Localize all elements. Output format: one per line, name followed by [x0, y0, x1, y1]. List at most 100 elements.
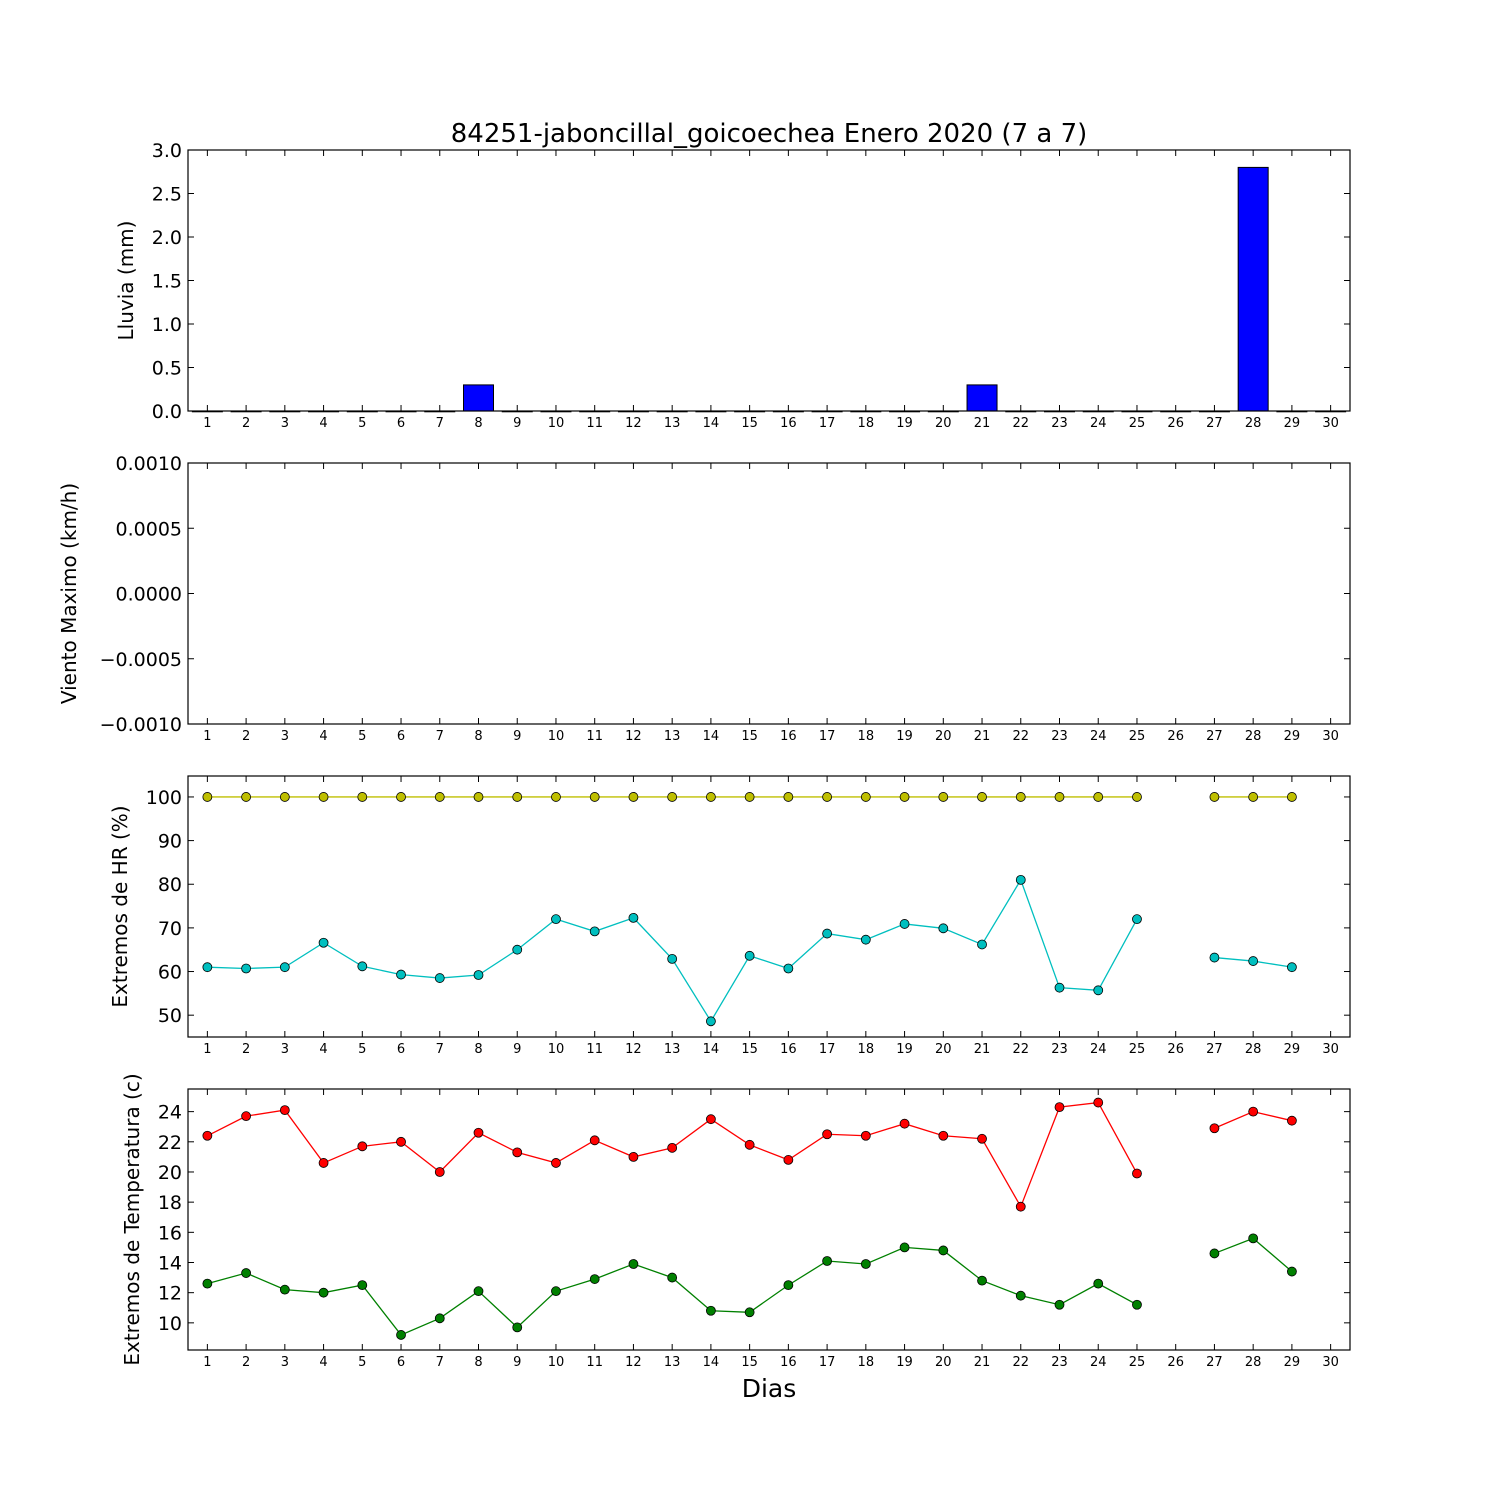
x-tick-label-viento-24: 24	[1090, 729, 1107, 744]
point-temperatura-1-day-12	[628, 1259, 639, 1269]
bar-day-8	[463, 384, 494, 412]
x-tick-label-humedad-6: 6	[397, 1042, 405, 1057]
point-temperatura-1-day-5	[357, 1280, 368, 1291]
point-temperatura-1-day-15	[744, 1307, 755, 1318]
point-temperatura-0-day-3	[279, 1105, 290, 1116]
point-temperatura-0-day-25	[1132, 1168, 1142, 1179]
axes-frame-humedad	[187, 775, 1351, 1038]
point-humedad-1-day-14	[706, 1016, 716, 1027]
x-tick-label-temperatura-14: 14	[703, 1355, 720, 1370]
x-tick-label-lluvia-22: 22	[1012, 416, 1029, 431]
point-humedad-0-day-1	[202, 792, 213, 802]
point-humedad-0-day-12	[628, 792, 639, 802]
point-temperatura-1-day-18	[860, 1259, 871, 1269]
y-tick-label-lluvia-1: 0.5	[152, 358, 182, 380]
point-humedad-1-day-24	[1093, 985, 1104, 996]
x-tick-label-viento-2: 2	[242, 729, 250, 744]
point-humedad-1-day-17	[822, 928, 832, 939]
x-tick-label-viento-29: 29	[1284, 729, 1301, 744]
x-tick-label-viento-21: 21	[974, 729, 991, 744]
x-tick-label-viento-27: 27	[1206, 729, 1223, 744]
x-tick-label-lluvia-3: 3	[281, 416, 289, 431]
point-temperatura-0-day-5	[357, 1141, 368, 1152]
point-humedad-0-day-13	[667, 792, 678, 802]
point-temperatura-1-day-22	[1015, 1290, 1026, 1301]
point-temperatura-1-day-11	[589, 1274, 600, 1284]
point-humedad-1-day-23	[1054, 982, 1065, 993]
x-tick-label-viento-16: 16	[780, 729, 797, 744]
x-tick-label-lluvia-1: 1	[203, 416, 211, 431]
point-humedad-1-day-15	[744, 950, 755, 961]
point-humedad-0-day-15	[744, 792, 755, 802]
y-tick-label-temperatura-0: 10	[158, 1313, 182, 1335]
x-tick-label-humedad-5: 5	[358, 1042, 366, 1057]
y-tick-label-lluvia-2: 1.0	[152, 314, 182, 336]
point-temperatura-0-day-19	[899, 1118, 910, 1129]
x-tick-label-lluvia-4: 4	[319, 416, 327, 431]
x-tick-label-viento-20: 20	[935, 729, 952, 744]
x-tick-label-temperatura-25: 25	[1129, 1355, 1146, 1370]
x-tick-label-viento-14: 14	[703, 729, 720, 744]
x-tick-label-viento-12: 12	[625, 729, 642, 744]
point-humedad-1-day-8	[473, 970, 484, 980]
x-tick-label-humedad-12: 12	[625, 1042, 642, 1057]
point-temperatura-1-day-29	[1287, 1266, 1297, 1277]
x-tick-label-viento-3: 3	[281, 729, 289, 744]
x-tick-label-temperatura-13: 13	[664, 1355, 681, 1370]
x-tick-label-humedad-4: 4	[319, 1042, 327, 1057]
x-tick-label-viento-15: 15	[741, 729, 758, 744]
point-temperatura-1-day-3	[279, 1284, 290, 1295]
x-tick-label-temperatura-21: 21	[974, 1355, 991, 1370]
y-tick-label-temperatura-3: 16	[158, 1222, 182, 1244]
point-humedad-1-day-21	[977, 939, 987, 950]
x-tick-label-temperatura-2: 2	[242, 1355, 250, 1370]
point-temperatura-1-day-23	[1054, 1299, 1065, 1310]
x-tick-label-lluvia-9: 9	[513, 416, 521, 431]
x-tick-label-lluvia-10: 10	[548, 416, 565, 431]
x-tick-label-viento-18: 18	[858, 729, 875, 744]
point-temperatura-0-day-21	[977, 1133, 987, 1144]
point-humedad-1-day-9	[512, 944, 523, 955]
x-tick-label-humedad-8: 8	[474, 1042, 482, 1057]
point-humedad-1-day-4	[318, 937, 329, 948]
point-humedad-0-day-8	[473, 792, 484, 802]
x-tick-label-viento-5: 5	[358, 729, 366, 744]
x-tick-label-temperatura-28: 28	[1245, 1355, 1262, 1370]
point-temperatura-0-day-11	[589, 1135, 600, 1146]
point-humedad-0-day-24	[1093, 792, 1104, 802]
point-temperatura-0-day-27	[1209, 1123, 1220, 1134]
x-tick-label-temperatura-29: 29	[1284, 1355, 1301, 1370]
x-tick-label-humedad-27: 27	[1206, 1042, 1223, 1057]
x-tick-label-lluvia-13: 13	[664, 416, 681, 431]
y-tick-label-humedad-4: 90	[158, 831, 182, 853]
x-tick-label-lluvia-26: 26	[1167, 416, 1184, 431]
y-tick-label-temperatura-4: 18	[158, 1192, 182, 1214]
point-humedad-0-day-19	[899, 792, 910, 802]
point-temperatura-1-day-10	[551, 1286, 561, 1297]
point-humedad-1-day-27	[1209, 952, 1220, 963]
point-humedad-1-day-2	[241, 963, 252, 974]
x-tick-label-temperatura-10: 10	[548, 1355, 565, 1370]
y-axis-label-lluvia: Lluvia (mm)	[114, 221, 138, 341]
x-tick-label-temperatura-11: 11	[586, 1355, 603, 1370]
x-tick-label-temperatura-20: 20	[935, 1355, 952, 1370]
chart-title: 84251-jaboncillal_goicoechea Enero 2020 …	[451, 119, 1088, 149]
x-tick-label-lluvia-12: 12	[625, 416, 642, 431]
x-tick-label-lluvia-20: 20	[935, 416, 952, 431]
x-tick-label-viento-9: 9	[513, 729, 521, 744]
y-tick-label-humedad-2: 70	[158, 918, 182, 940]
point-humedad-0-day-23	[1054, 792, 1065, 802]
point-humedad-0-day-7	[434, 792, 445, 802]
point-humedad-0-day-11	[589, 792, 600, 802]
point-temperatura-1-day-20	[938, 1245, 949, 1256]
x-tick-label-viento-28: 28	[1245, 729, 1262, 744]
x-tick-label-temperatura-30: 30	[1322, 1355, 1339, 1370]
point-temperatura-0-day-28	[1248, 1106, 1259, 1117]
x-tick-label-viento-13: 13	[664, 729, 681, 744]
point-humedad-0-day-14	[706, 792, 716, 802]
x-tick-label-humedad-10: 10	[548, 1042, 565, 1057]
point-humedad-1-day-10	[551, 914, 561, 925]
panels: 1 2 3 4 5 6 7 8 9 10 11 12 13 14 15 16 17 18 19 20 21 22 23 24 2…	[57, 140, 1351, 1370]
